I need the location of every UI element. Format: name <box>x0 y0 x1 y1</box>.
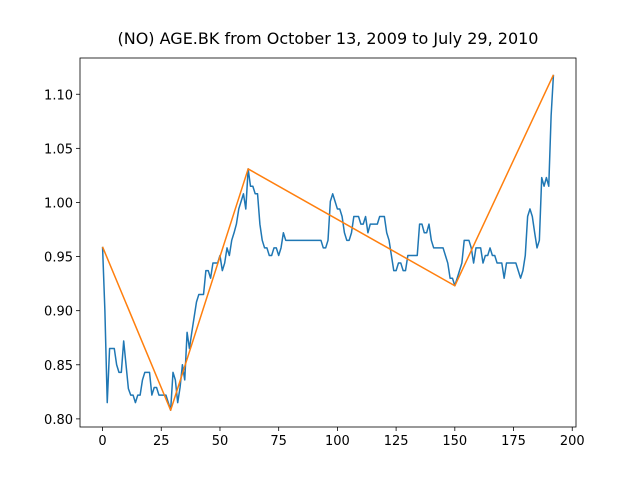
x-tick-label: 175 <box>501 434 526 449</box>
y-tick-label: 0.90 <box>44 305 73 320</box>
axes-frame <box>79 57 577 428</box>
y-tick-label: 0.80 <box>44 413 73 428</box>
x-tick-label: 150 <box>442 434 467 449</box>
data-line <box>101 74 555 411</box>
x-tick-label: 50 <box>212 434 229 449</box>
x-tick-label: 100 <box>325 434 350 449</box>
y-tick-label: 0.95 <box>44 251 73 266</box>
y-tick-label: 0.85 <box>44 359 73 374</box>
x-tick-label: 200 <box>560 434 585 449</box>
chart-title: (NO) AGE.BK from October 13, 2009 to Jul… <box>118 29 539 48</box>
x-tick-label: 0 <box>98 434 106 449</box>
x-tick-label: 25 <box>153 434 170 449</box>
data-line <box>101 74 555 411</box>
y-tick-label: 1.00 <box>44 196 73 211</box>
x-tick-label: 75 <box>270 434 287 449</box>
y-tick-label: 1.10 <box>44 88 73 103</box>
y-tick-label: 1.05 <box>44 142 73 157</box>
x-tick-label: 125 <box>384 434 409 449</box>
